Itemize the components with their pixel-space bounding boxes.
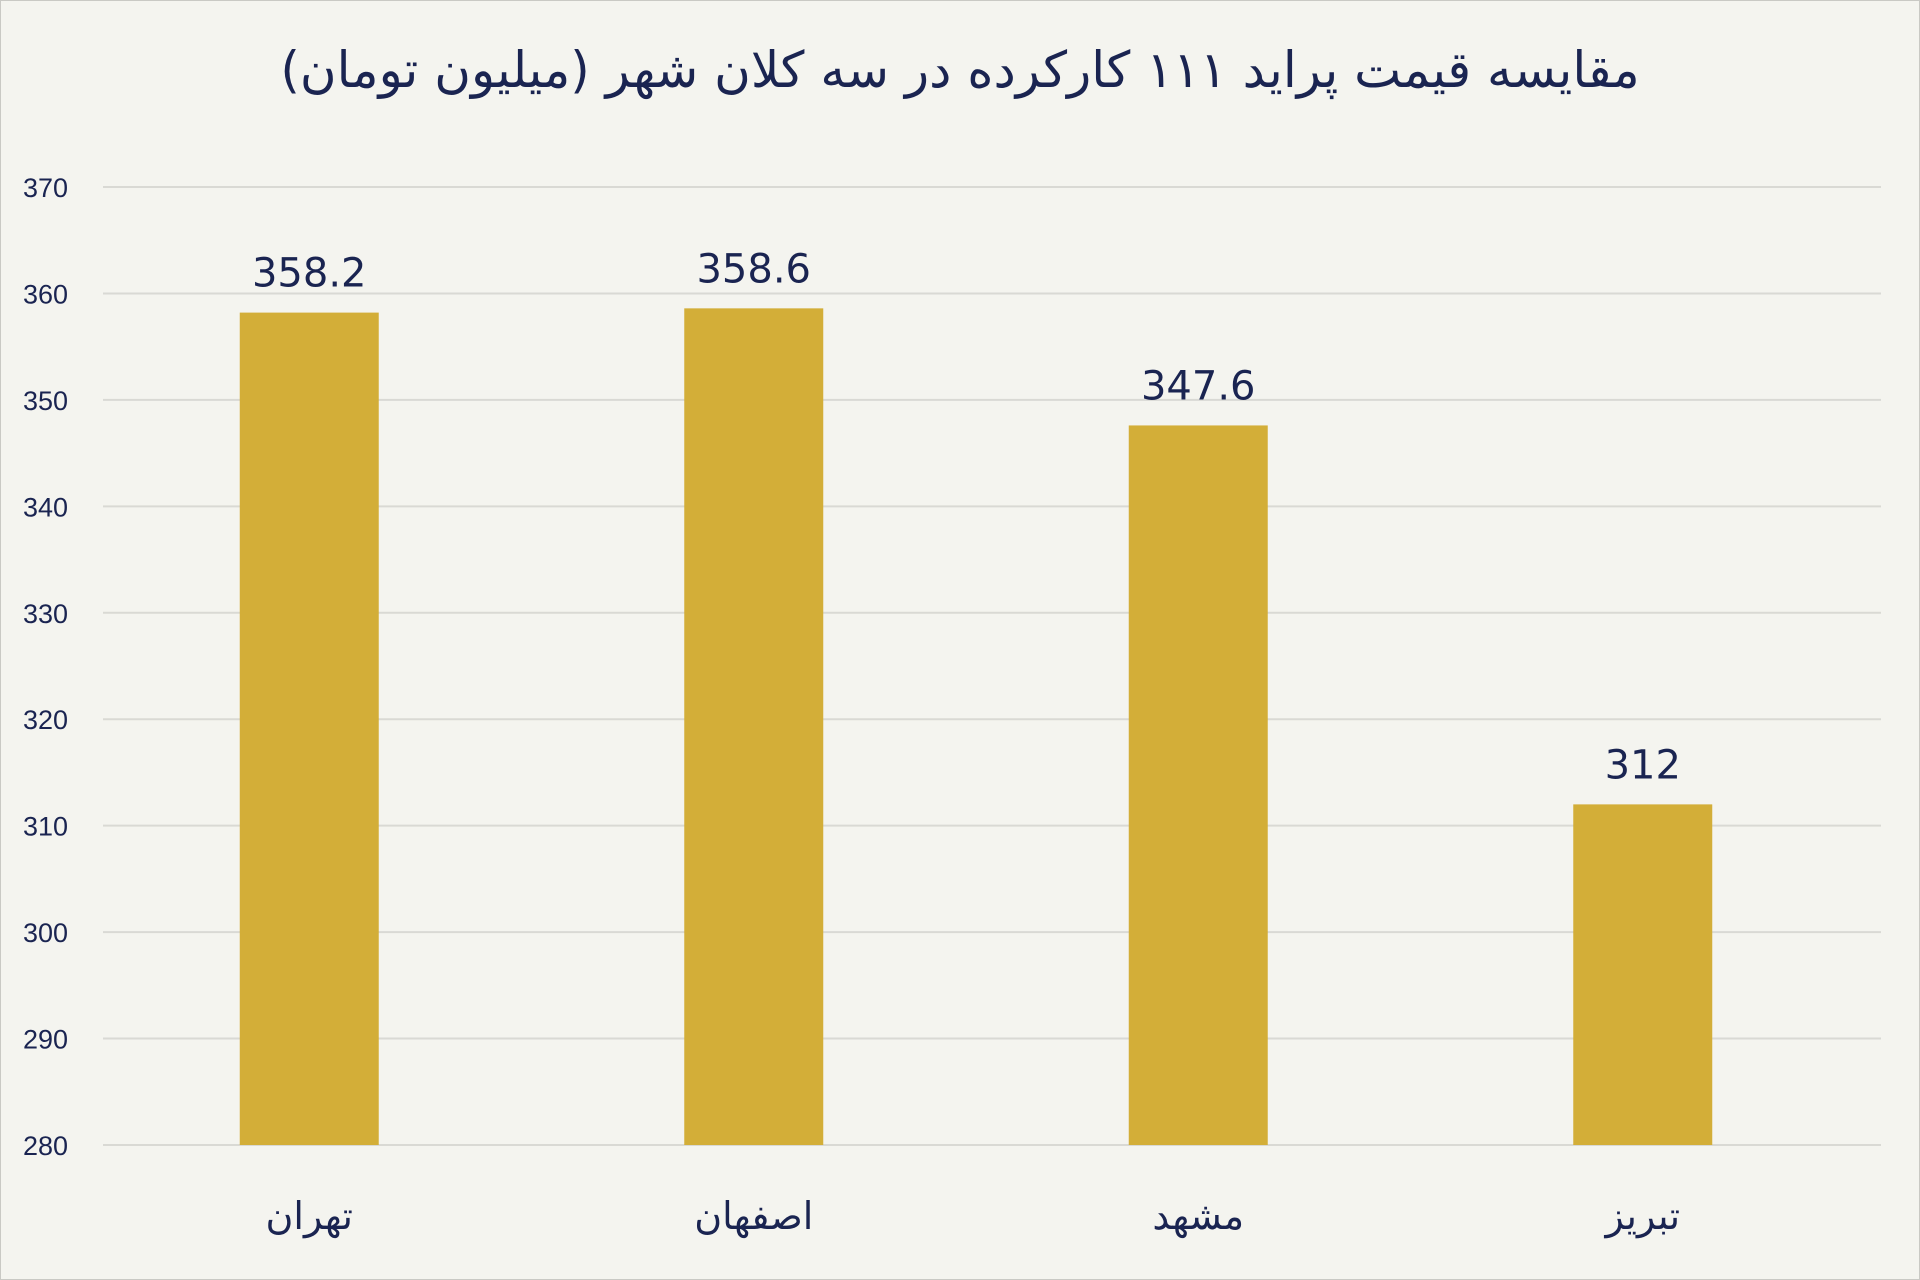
category-label: تهران: [265, 1194, 353, 1239]
data-label: 358.6: [696, 246, 811, 292]
category-label: تبریز: [1603, 1194, 1680, 1239]
y-tick-label: 280: [23, 1131, 68, 1161]
y-tick-label: 350: [23, 386, 68, 416]
bar: [1128, 425, 1268, 1145]
y-tick-label: 290: [23, 1025, 68, 1055]
category-label: مشهد: [1152, 1194, 1244, 1239]
bars: [239, 308, 1713, 1145]
y-tick-label: 330: [23, 599, 68, 629]
x-axis-categories: تهران اصفهان مشهد تبریز: [265, 1194, 1680, 1239]
data-label: 347.6: [1141, 363, 1256, 409]
data-labels: 358.2 358.6 347.6 312: [252, 246, 1681, 788]
y-tick-label: 310: [23, 812, 68, 842]
y-tick-label: 340: [23, 492, 68, 522]
chart-title: مقایسه قیمت پراید ۱۱۱ کارکرده در سه کلان…: [280, 41, 1640, 99]
bar: [684, 308, 824, 1145]
bar: [1573, 804, 1713, 1145]
bar: [239, 312, 379, 1145]
y-axis-ticks: 280 290 300 310 320 330 340 350 360 370: [23, 173, 68, 1161]
y-tick-label: 370: [23, 173, 68, 203]
category-label: اصفهان: [694, 1194, 813, 1239]
y-tick-label: 320: [23, 705, 68, 735]
y-tick-label: 360: [23, 279, 68, 309]
y-tick-label: 300: [23, 918, 68, 948]
data-label: 358.2: [252, 251, 367, 297]
data-label: 312: [1605, 742, 1681, 788]
